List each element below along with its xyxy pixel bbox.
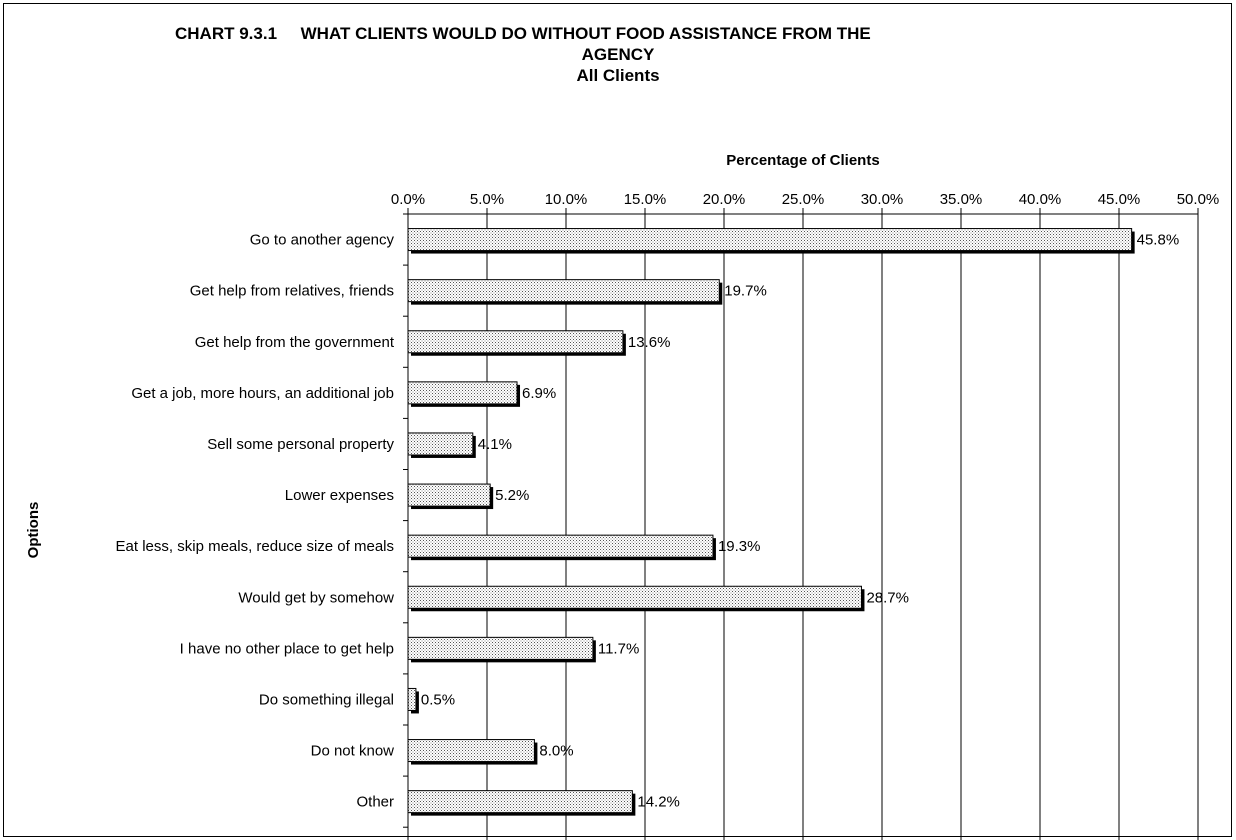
bar	[407, 585, 862, 609]
y-axis-title: Options	[25, 502, 42, 559]
category-label: Do not know	[311, 743, 395, 760]
bar	[407, 279, 720, 303]
chart-frame	[3, 3, 1232, 837]
bar	[407, 636, 594, 660]
value-label: 45.8%	[1137, 232, 1180, 249]
x-tick-label: 30.0%	[861, 191, 904, 208]
value-label: 5.2%	[495, 487, 529, 504]
value-label: 0.5%	[421, 691, 455, 708]
value-label: 19.3%	[718, 538, 761, 555]
x-axis-title: Percentage of Clients	[726, 152, 879, 169]
bar	[407, 687, 417, 711]
category-label: Get a job, more hours, an additional job	[131, 385, 394, 402]
bar	[407, 228, 1133, 252]
bar	[407, 534, 714, 558]
value-label: 19.7%	[724, 283, 767, 300]
bar	[407, 381, 518, 405]
chart-title-line1: CHART 9.3.1 WHAT CLIENTS WOULD DO WITHOU…	[175, 24, 871, 43]
value-label: 14.2%	[637, 794, 680, 811]
value-label: 11.7%	[598, 640, 639, 657]
x-tick-label: 10.0%	[545, 191, 588, 208]
x-tick-label: 25.0%	[782, 191, 825, 208]
value-label: 6.9%	[522, 385, 556, 402]
category-label: Would get by somehow	[238, 589, 394, 606]
x-tick-label: 40.0%	[1019, 191, 1062, 208]
category-label: Sell some personal property	[207, 436, 394, 453]
bar	[407, 790, 633, 814]
x-tick-label: 0.0%	[391, 191, 425, 208]
value-label: 28.7%	[866, 589, 909, 606]
value-label: 4.1%	[478, 436, 512, 453]
x-tick-label: 35.0%	[940, 191, 983, 208]
chart-subtitle: All Clients	[576, 66, 660, 85]
bar	[407, 432, 474, 456]
category-label: Lower expenses	[285, 487, 394, 504]
category-label: Do something illegal	[259, 691, 394, 708]
category-label: Other	[356, 794, 394, 811]
value-label: 13.6%	[628, 334, 671, 351]
x-tick-label: 5.0%	[470, 191, 504, 208]
x-tick-label: 15.0%	[624, 191, 667, 208]
category-label: Get help from the government	[195, 334, 395, 351]
value-label: 8.0%	[539, 743, 573, 760]
category-label: Eat less, skip meals, reduce size of mea…	[116, 538, 394, 555]
bar	[407, 739, 535, 763]
bar	[407, 483, 491, 507]
x-tick-label: 45.0%	[1098, 191, 1141, 208]
category-label: Get help from relatives, friends	[190, 283, 394, 300]
x-tick-label: 50.0%	[1177, 191, 1220, 208]
x-tick-label: 20.0%	[703, 191, 746, 208]
category-label: I have no other place to get help	[180, 640, 394, 657]
bar	[407, 330, 624, 354]
category-label: Go to another agency	[250, 232, 395, 249]
chart-title-line2: AGENCY	[581, 45, 655, 64]
